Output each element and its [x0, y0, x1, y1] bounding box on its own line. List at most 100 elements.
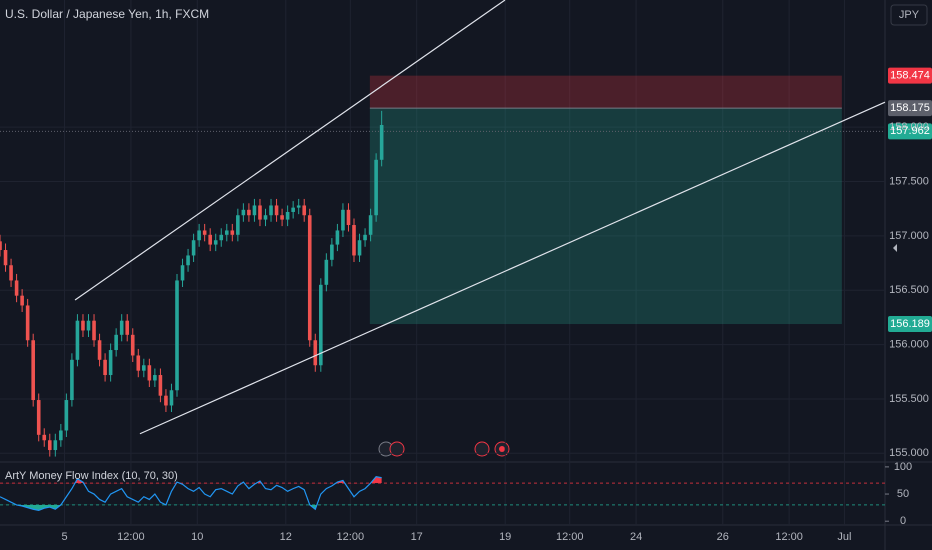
candle-body	[319, 284, 323, 366]
y-tick-label: 156.500	[889, 284, 929, 296]
candle-body	[169, 390, 174, 406]
candle-body	[59, 430, 63, 441]
y-tick-label: 0	[900, 515, 906, 527]
y-tick-label: 157.500	[889, 175, 929, 187]
candle-body	[213, 240, 218, 245]
candle-body	[269, 205, 273, 216]
target-zone	[369, 108, 842, 325]
candle-body	[274, 205, 279, 216]
candle-body	[230, 230, 235, 235]
candle-body	[92, 320, 96, 341]
candle-body	[47, 440, 52, 451]
x-tick-label: 12:00	[337, 531, 365, 543]
y-tick-label: 100	[894, 461, 912, 473]
x-tick-label: 10	[191, 531, 203, 543]
chart-title: U.S. Dollar / Japanese Yen, 1h, FXCM	[5, 7, 209, 21]
trend-line	[139, 101, 886, 435]
candle-body	[36, 400, 41, 435]
candle-body	[263, 215, 268, 220]
price-label-box	[888, 67, 932, 84]
candle-body	[236, 215, 240, 235]
candle-body	[219, 234, 224, 241]
x-tick-label: 24	[630, 531, 642, 543]
y-tick-label: 157.000	[889, 230, 929, 242]
candle-body	[175, 280, 179, 391]
candle-body	[125, 320, 130, 335]
candle-body	[142, 365, 146, 371]
candle-body	[20, 295, 24, 306]
candle-body	[335, 230, 340, 245]
x-tick-label: 12	[280, 531, 292, 543]
candle-body	[285, 211, 290, 220]
price-label: 158.175	[890, 102, 930, 114]
candle-body	[191, 240, 196, 256]
candle-body	[186, 255, 190, 266]
candle-body	[208, 234, 212, 245]
currency-box[interactable]	[890, 4, 928, 26]
y-tick-label: 158.000	[889, 121, 929, 133]
grid	[0, 0, 885, 525]
x-tick-label: 12:00	[556, 531, 584, 543]
candle-body	[130, 334, 135, 356]
candle-body	[0, 241, 2, 251]
price-label-box	[888, 123, 932, 140]
candle-body	[202, 230, 207, 235]
x-tick-label: 26	[717, 531, 729, 543]
x-tick-label: 19	[499, 531, 511, 543]
candle-body	[291, 207, 295, 212]
candle-body	[197, 230, 201, 241]
candle-body	[252, 205, 257, 216]
candle-body	[352, 225, 356, 256]
candle-body	[224, 230, 229, 235]
candle-body	[330, 244, 334, 260]
candle-body	[70, 359, 74, 401]
candle-body	[64, 400, 69, 431]
candle-body	[31, 340, 35, 401]
candle-body	[374, 159, 378, 216]
candle-body	[379, 125, 384, 160]
candle-body	[53, 440, 58, 451]
candle-body	[103, 359, 107, 376]
overbought-fill	[0, 476, 382, 484]
currency: JPY	[899, 9, 920, 21]
x-tick-label: 5	[61, 531, 67, 543]
candle-body	[97, 340, 102, 360]
event-icons	[378, 441, 510, 457]
candle-body	[258, 205, 262, 220]
candle-body	[86, 320, 91, 331]
candle-body	[302, 205, 307, 216]
candle-body	[307, 215, 312, 341]
candle-body	[296, 205, 301, 208]
indicator-title: ArtY Money Flow Index (10, 70, 30)	[5, 470, 178, 482]
candle-body	[108, 350, 113, 376]
scroll-arrow[interactable]	[893, 244, 897, 252]
candle-body	[341, 209, 345, 231]
y-tick-label: 155.000	[889, 447, 929, 459]
candle-body	[153, 375, 157, 381]
candle-body	[164, 395, 168, 406]
candle-body	[42, 434, 47, 441]
x-tick-label: 17	[411, 531, 423, 543]
candle-body	[324, 259, 329, 285]
trend-line	[74, 0, 506, 301]
candle-body	[313, 340, 318, 366]
candle-body	[241, 209, 246, 216]
candle-body	[81, 320, 85, 331]
price-label: 157.962	[890, 125, 930, 137]
candle-body	[280, 215, 284, 220]
candle-body	[247, 209, 251, 216]
candle-body	[3, 250, 8, 266]
candle-body	[363, 234, 367, 241]
candle-body	[357, 240, 362, 256]
y-tick-label: 155.500	[889, 393, 929, 405]
candle-body	[114, 334, 118, 351]
x-tick-label: 12:00	[117, 531, 145, 543]
candle-body	[180, 265, 185, 281]
candle-body	[25, 305, 30, 341]
x-tick-label: Jul	[837, 531, 851, 543]
candle-body	[147, 365, 152, 381]
mfi-line	[0, 476, 382, 511]
